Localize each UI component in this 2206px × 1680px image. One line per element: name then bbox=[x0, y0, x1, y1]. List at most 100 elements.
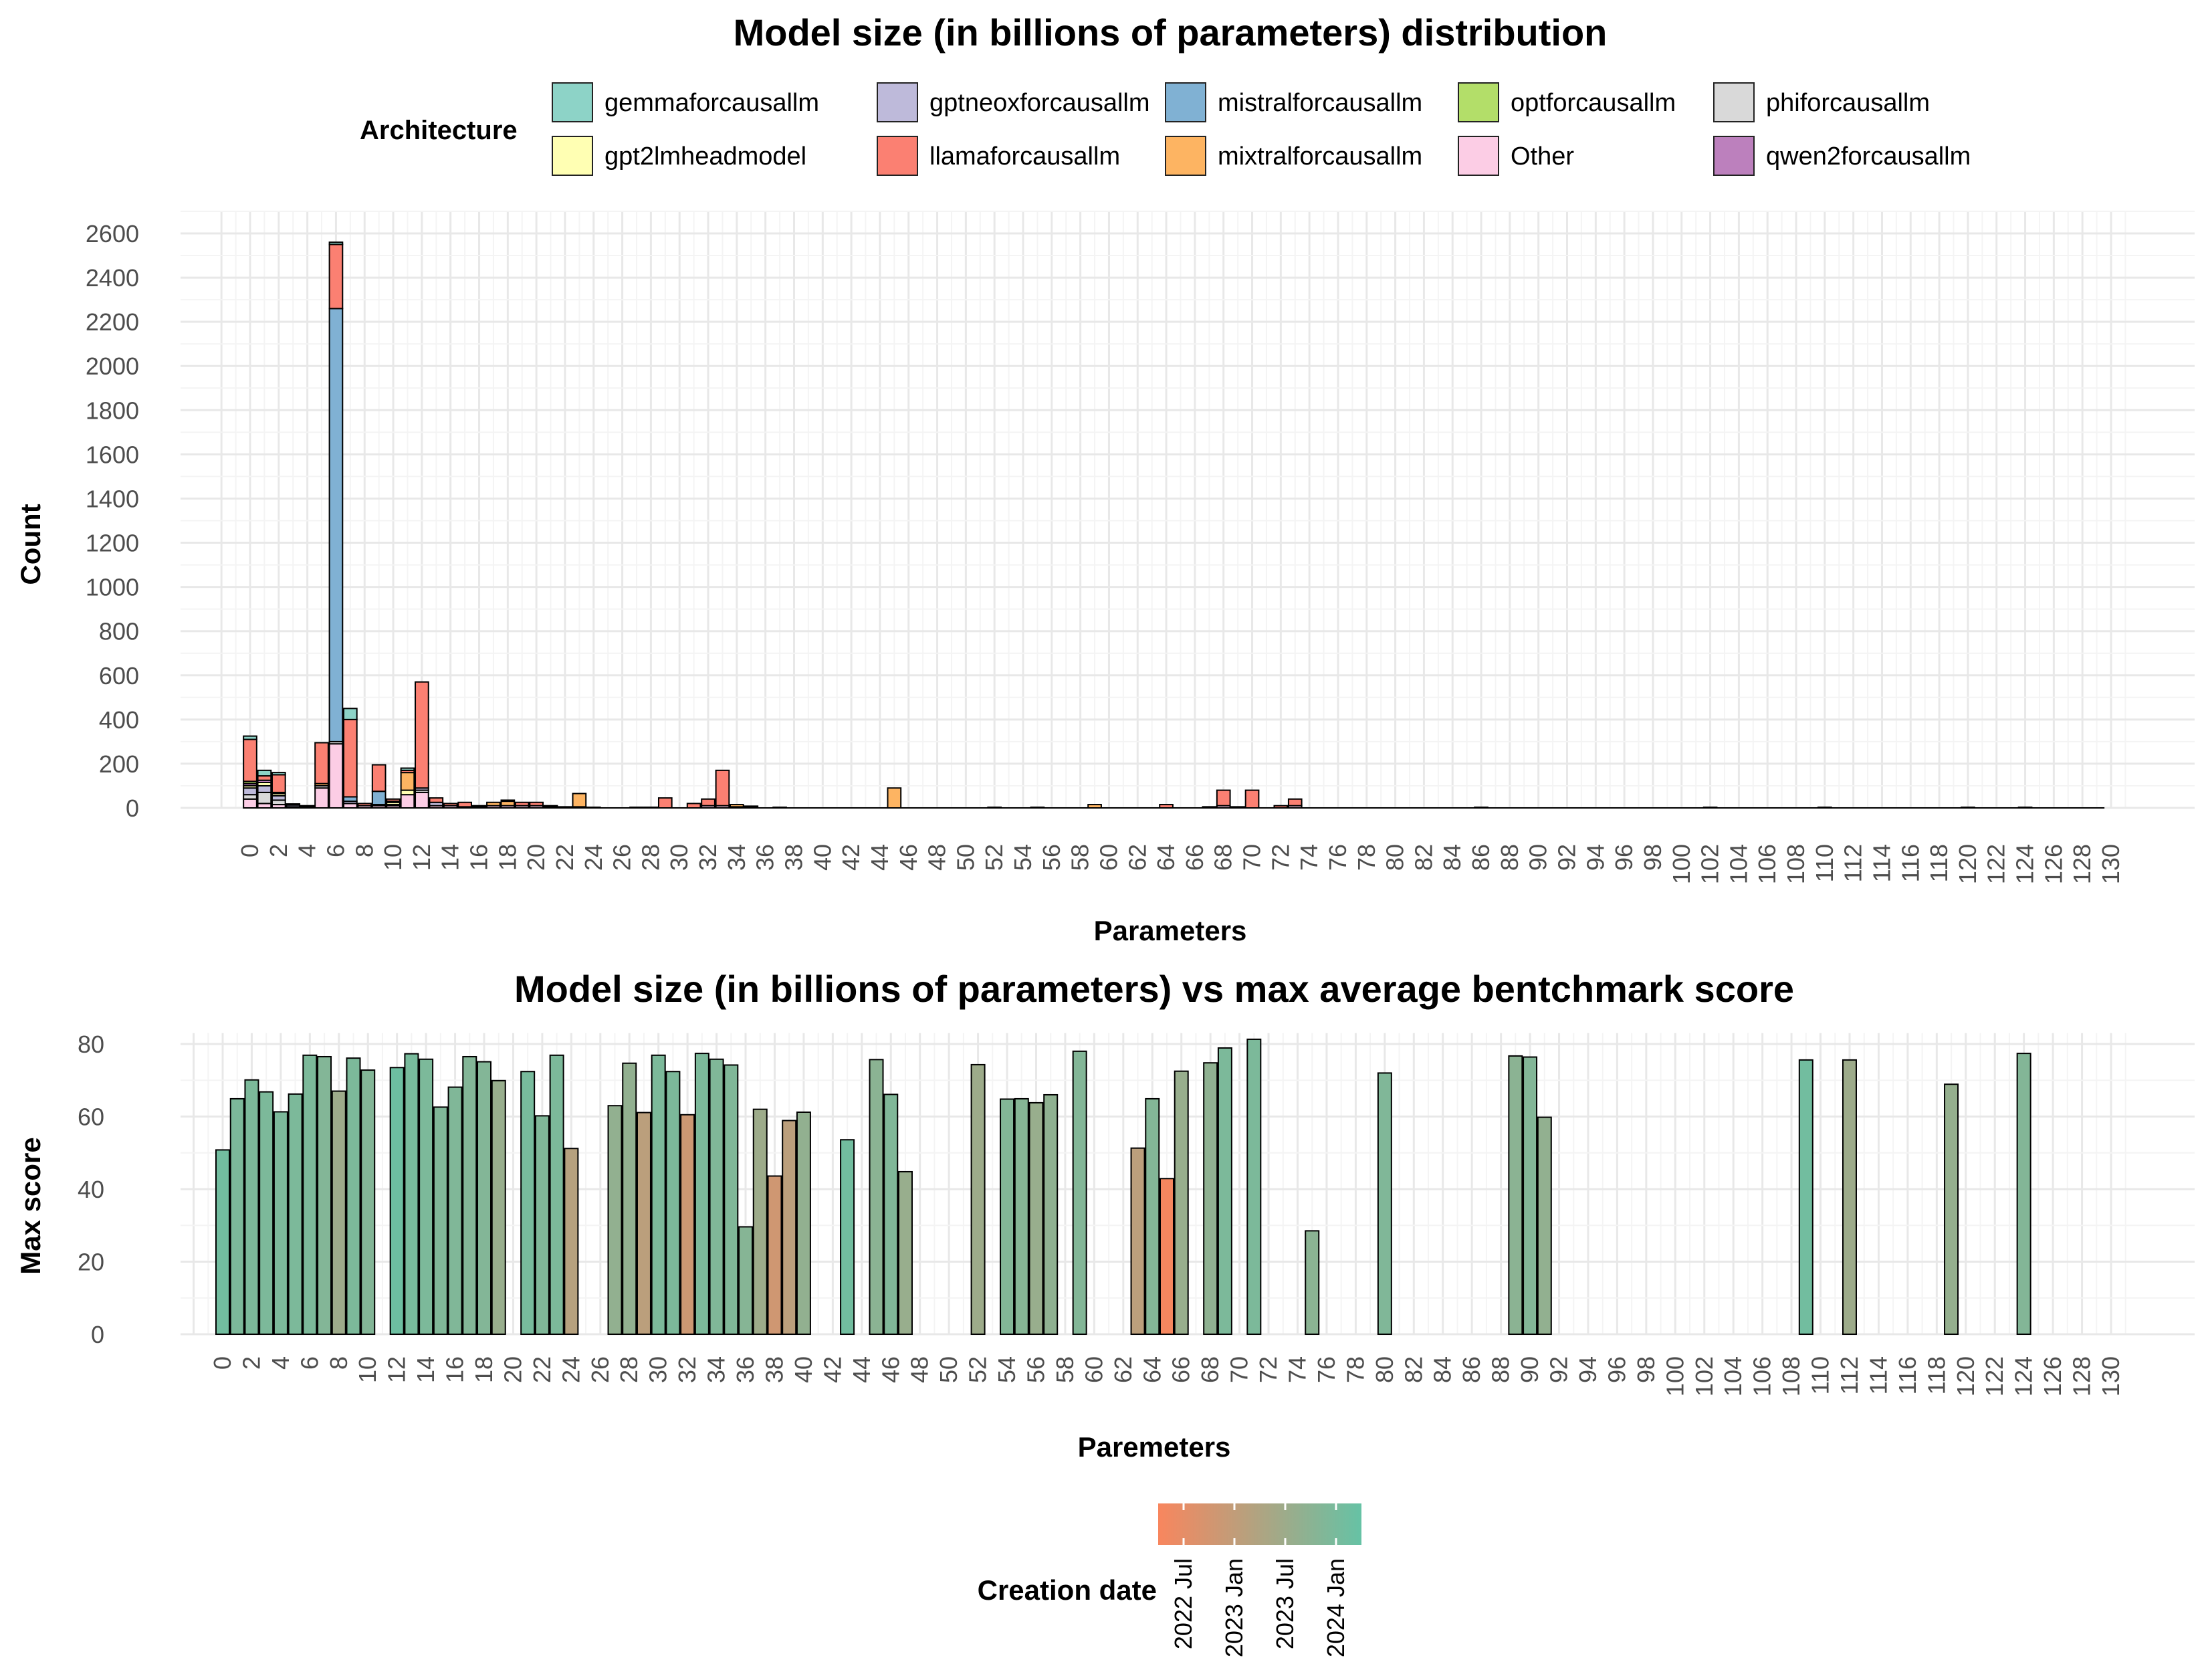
x-tick-label: 92 bbox=[1553, 844, 1581, 871]
x-tick-label: 108 bbox=[1777, 1356, 1805, 1396]
score-bar bbox=[651, 1054, 666, 1335]
legend-items: gemmaforcausallm gptneoxforcausallm mistra… bbox=[552, 82, 1971, 176]
x-tick-label: 62 bbox=[1123, 844, 1151, 871]
x-tick-label: 36 bbox=[732, 1356, 759, 1383]
y-tick-label: 80 bbox=[78, 1031, 104, 1058]
score-bar bbox=[229, 1097, 245, 1335]
colorbar bbox=[1158, 1503, 1361, 1545]
x-tick-label: 116 bbox=[1896, 844, 1924, 882]
score-bar bbox=[782, 1120, 797, 1336]
score-bar bbox=[1014, 1097, 1029, 1335]
x-tick-label: 50 bbox=[952, 844, 979, 871]
x-tick-label: 78 bbox=[1353, 844, 1380, 871]
legend-swatch-mixtralforcausallm bbox=[1165, 136, 1206, 176]
score-bar bbox=[1217, 1047, 1232, 1336]
x-tick-label: 84 bbox=[1429, 1356, 1456, 1383]
bar-segment-gemmaforcausallm bbox=[257, 769, 272, 777]
score-bar bbox=[331, 1090, 346, 1336]
legend-label-llamaforcausallm: llamaforcausallm bbox=[929, 142, 1120, 171]
score-bar bbox=[419, 1058, 434, 1336]
x-tick-label: 84 bbox=[1438, 844, 1466, 871]
x-tick-label: 126 bbox=[2039, 844, 2067, 884]
bar-segment-llamaforcausallm bbox=[243, 738, 257, 782]
score-bar bbox=[389, 1067, 405, 1335]
bottom-chart-y-label: Max score bbox=[15, 1137, 46, 1274]
x-tick-label: 88 bbox=[1487, 1356, 1515, 1383]
x-tick-label: 44 bbox=[848, 1356, 875, 1383]
score-bar bbox=[462, 1055, 477, 1336]
score-bar bbox=[738, 1226, 754, 1336]
x-tick-label: 40 bbox=[808, 844, 836, 871]
bar-segment-mixtralforcausallm bbox=[486, 801, 501, 807]
x-tick-label: 32 bbox=[673, 1356, 701, 1383]
bar-segment-gemmaforcausallm bbox=[271, 772, 286, 776]
bar-segment-llamaforcausallm bbox=[744, 805, 759, 808]
legend-swatch-gpt2lmheadmodel bbox=[552, 136, 593, 176]
score-bar bbox=[447, 1086, 463, 1335]
x-tick-label: 70 bbox=[1238, 844, 1266, 871]
y-tick-label: 2400 bbox=[86, 264, 139, 292]
x-tick-label: 30 bbox=[665, 844, 693, 871]
x-tick-label: 92 bbox=[1545, 1356, 1573, 1383]
score-bar bbox=[534, 1115, 550, 1336]
score-bar bbox=[1072, 1050, 1087, 1335]
x-tick-label: 54 bbox=[1009, 844, 1036, 871]
score-bar bbox=[1160, 1178, 1174, 1335]
x-tick-label: 128 bbox=[2068, 844, 2096, 884]
x-tick-label: 86 bbox=[1458, 1356, 1485, 1383]
x-tick-label: 68 bbox=[1196, 1356, 1224, 1383]
score-bar bbox=[244, 1079, 259, 1336]
bar-segment-gptneoxforcausallm bbox=[257, 784, 272, 793]
score-bar bbox=[1798, 1059, 1813, 1335]
x-tick-label: 74 bbox=[1295, 844, 1323, 871]
legend-swatch-qwen2forcausallm bbox=[1713, 136, 1755, 176]
x-tick-label: 16 bbox=[465, 844, 493, 871]
colorbar-tick-label: 2023 Jul bbox=[1271, 1558, 1299, 1649]
x-tick-label: 94 bbox=[1574, 1356, 1602, 1383]
legend-label-other: Other bbox=[1511, 142, 1574, 171]
score-bar bbox=[1842, 1059, 1857, 1335]
x-tick-label: 110 bbox=[1811, 844, 1838, 882]
x-tick-label: 122 bbox=[1981, 1356, 2008, 1396]
x-tick-label: 64 bbox=[1152, 844, 1180, 871]
score-bar bbox=[1000, 1098, 1015, 1335]
x-tick-label: 24 bbox=[580, 844, 607, 871]
score-bar bbox=[709, 1058, 724, 1336]
score-bar bbox=[1377, 1072, 1392, 1336]
x-tick-label: 46 bbox=[895, 844, 922, 871]
score-bar bbox=[1246, 1038, 1262, 1335]
y-tick-label: 1800 bbox=[86, 397, 139, 424]
x-tick-label: 22 bbox=[528, 1356, 556, 1383]
x-tick-label: 96 bbox=[1603, 1356, 1630, 1383]
top-chart-title: Model size (in billions of parameters) d… bbox=[734, 11, 1608, 54]
x-tick-label: 102 bbox=[1690, 1356, 1718, 1396]
bar-segment-llamaforcausallm bbox=[386, 798, 401, 803]
colorbar-legend: 2022 Jul 2023 Jan 2023 Jul 2024 Jan Creatio… bbox=[978, 1503, 1361, 1657]
y-tick-label: 2000 bbox=[86, 352, 139, 380]
x-tick-label: 104 bbox=[1719, 1356, 1747, 1396]
x-tick-label: 14 bbox=[437, 844, 464, 871]
bar-segment-llamaforcausallm bbox=[443, 803, 458, 807]
bar-segment-llamaforcausallm bbox=[457, 801, 472, 808]
bar-segment-llamaforcausallm bbox=[314, 742, 329, 784]
score-bar bbox=[360, 1069, 376, 1336]
x-tick-label: 120 bbox=[1954, 844, 1981, 884]
y-tick-label: 2200 bbox=[86, 308, 139, 336]
bar-segment-other bbox=[415, 791, 429, 809]
score-bar bbox=[1537, 1116, 1552, 1335]
score-bar bbox=[346, 1057, 361, 1335]
x-tick-label: 118 bbox=[1922, 1356, 1950, 1394]
legend-label-qwen2forcausallm: qwen2forcausallm bbox=[1766, 142, 1971, 171]
x-tick-label: 4 bbox=[267, 1356, 294, 1370]
x-tick-label: 128 bbox=[2068, 1356, 2096, 1396]
score-bar bbox=[520, 1071, 536, 1335]
x-tick-label: 28 bbox=[615, 1356, 643, 1383]
x-tick-label: 102 bbox=[1696, 844, 1724, 884]
y-tick-label: 1600 bbox=[86, 441, 139, 468]
x-tick-label: 18 bbox=[470, 1356, 498, 1383]
x-tick-label: 34 bbox=[723, 844, 750, 871]
score-bar bbox=[796, 1111, 811, 1335]
x-tick-label: 50 bbox=[935, 1356, 962, 1383]
bar-segment-llamaforcausallm bbox=[657, 797, 673, 809]
x-tick-label: 54 bbox=[993, 1356, 1020, 1383]
